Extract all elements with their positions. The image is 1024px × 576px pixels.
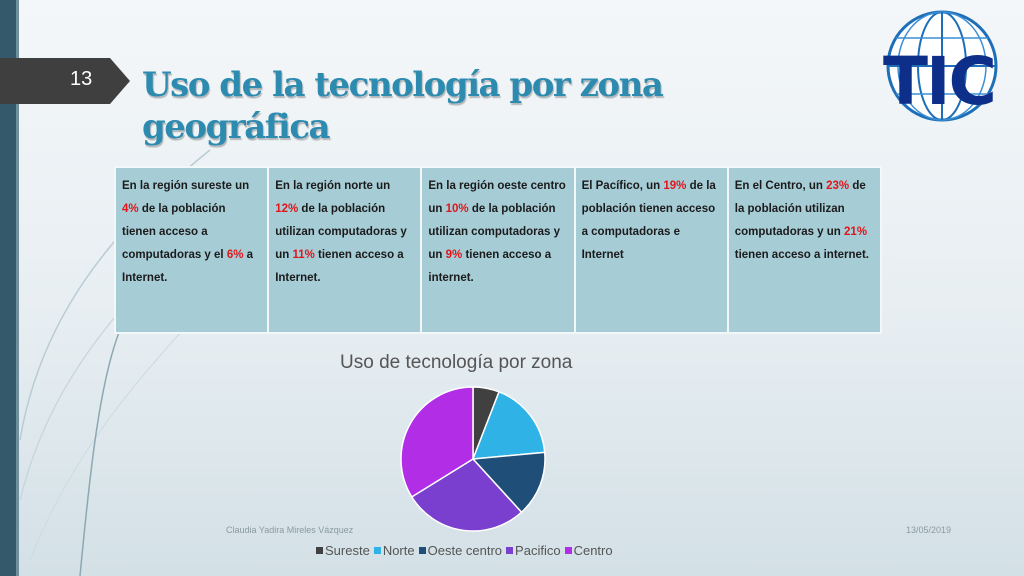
legend-swatch	[316, 547, 323, 554]
tic-logo: TIC	[883, 10, 998, 122]
legend-label: Oeste centro	[427, 543, 503, 558]
legend-item: Sureste	[316, 543, 370, 558]
slide-number: 13	[70, 68, 93, 90]
legend-item: Norte	[373, 543, 415, 558]
percentage-highlight: 6%	[226, 249, 244, 261]
percentage-highlight: 4%	[122, 203, 139, 215]
percentage-highlight: 11%	[292, 249, 315, 261]
percentage-highlight: 9%	[445, 249, 463, 261]
legend-label: Centro	[573, 543, 613, 558]
cell-text: tienen acceso a internet.	[734, 249, 869, 261]
table-cell: En la región norte un 12% de la població…	[267, 166, 423, 334]
cell-text: de la población utilizan computadoras y …	[428, 203, 561, 261]
legend-label: Sureste	[325, 543, 370, 558]
percentage-highlight: 10%	[445, 203, 469, 215]
slide-title: Uso de la tecnología por zona geográfica	[142, 65, 664, 147]
cell-text: a Internet.	[122, 249, 254, 284]
pie-slice-centro	[400, 386, 474, 498]
legend-item: Centro	[564, 543, 613, 558]
left-accent-bar	[0, 0, 16, 576]
cell-text: En la región oeste centro un	[428, 180, 566, 215]
legend-label: Norte	[382, 543, 415, 558]
left-accent-line	[16, 0, 19, 576]
legend-swatch	[418, 547, 426, 554]
percentage-highlight: 23%	[826, 180, 850, 192]
legend-item: Pacifico	[506, 543, 561, 558]
table-cell: En la región sureste un 4% de la poblaci…	[113, 166, 270, 334]
logo-lettering: TIC	[883, 43, 995, 120]
footer-author: Claudia Yadira Mireles Vázquez	[226, 525, 354, 535]
cell-text: En el Centro, un	[734, 180, 827, 192]
cell-text: El Pacífico, un	[581, 180, 664, 192]
cell-text: de la población tienen acceso a computad…	[122, 203, 227, 261]
legend-swatch	[506, 547, 514, 554]
percentage-highlight: 12%	[275, 203, 299, 215]
footer-date: 13/05/2019	[906, 525, 952, 535]
cell-text: tienen acceso a internet.	[428, 249, 552, 284]
pie-slice-oeste-centro	[471, 451, 546, 514]
pie-slice-norte	[471, 390, 546, 460]
pie-slice-pacifico	[410, 458, 523, 532]
legend-swatch	[373, 547, 381, 554]
percentage-highlight: 19%	[663, 180, 687, 192]
table-cell: En el Centro, un 23% de la población uti…	[726, 166, 883, 334]
cell-text: de la población utilizan computadoras y …	[734, 180, 866, 238]
legend-item: Oeste centro	[418, 543, 503, 558]
pie-chart	[400, 386, 546, 532]
chart-title: Uso de tecnología por zona	[340, 352, 573, 373]
cell-text: de la población utilizan computadoras y …	[275, 203, 407, 261]
percentage-highlight: 21%	[844, 226, 868, 238]
slide-number-arrow	[110, 58, 130, 104]
chart-legend: Sureste Norte Oeste centro Pacifico Centro	[316, 543, 613, 558]
table-row: En la región sureste un 4% de la poblaci…	[113, 166, 883, 334]
cell-text: tienen acceso a Internet.	[275, 249, 404, 284]
table-cell: En la región oeste centro un 10% de la p…	[420, 166, 576, 334]
region-info-table: En la región sureste un 4% de la poblaci…	[113, 166, 883, 334]
cell-text: En la región sureste un	[122, 180, 250, 192]
cell-text: de la población tienen acceso a computad…	[581, 180, 716, 261]
cell-text: En la región norte un	[275, 180, 391, 192]
legend-label: Pacifico	[515, 543, 561, 558]
slide-number-box	[0, 58, 110, 104]
table-cell: El Pacífico, un 19% de la población tien…	[573, 166, 729, 334]
legend-swatch	[564, 547, 572, 554]
